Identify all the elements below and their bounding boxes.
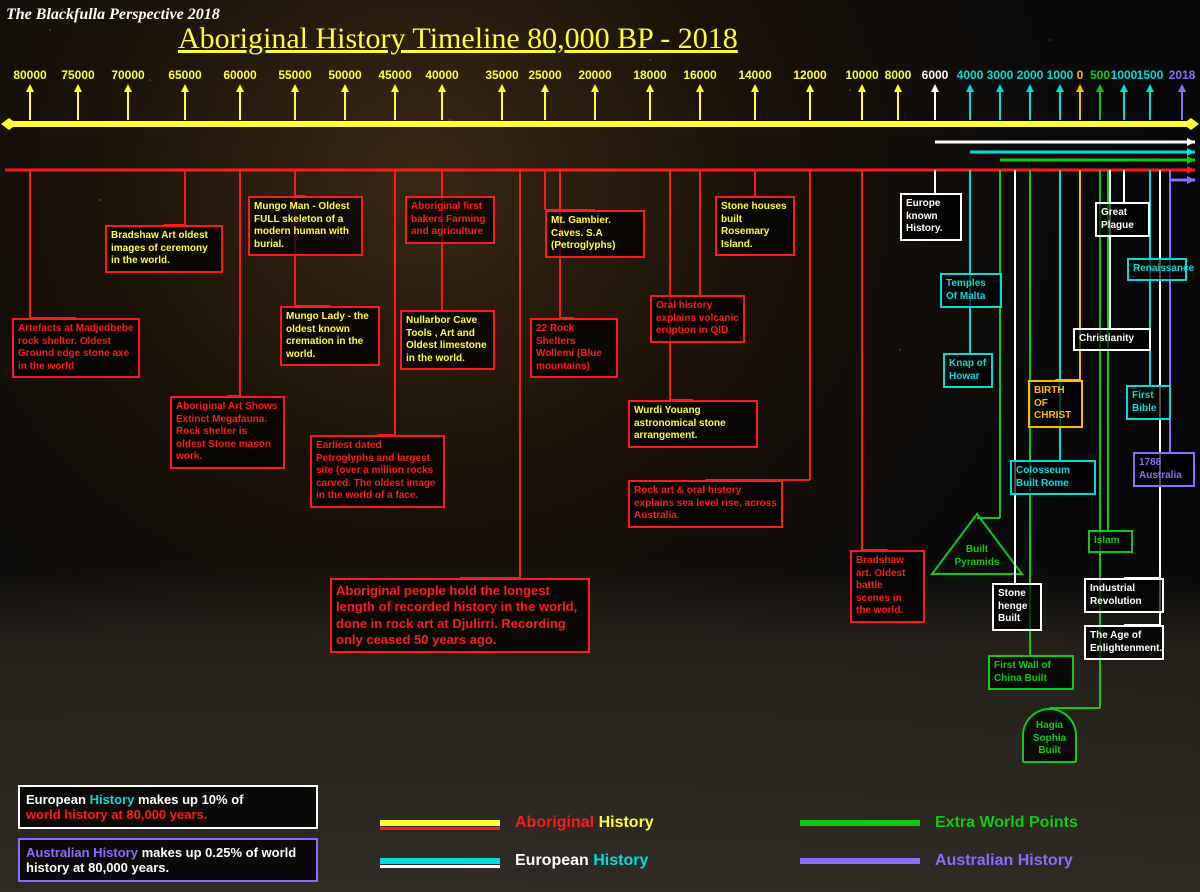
event-box: Mt. Gambier. Caves. S.A (Petroglyphs) [545, 210, 645, 258]
event-box: Wurdi Youang astronomical stone arrangem… [628, 400, 758, 448]
tick-label: 2018 [1169, 68, 1196, 82]
legend-line [380, 858, 500, 864]
legend-label: European History [515, 852, 648, 870]
event-box: BIRTH OF CHRIST [1028, 380, 1083, 428]
tick-label: 6000 [922, 68, 949, 82]
tick-label: 16000 [683, 68, 716, 82]
event-box: Mungo Lady - the oldest known cremation … [280, 306, 380, 366]
event-box: Built Pyramids [938, 518, 1016, 573]
event-box: Rock art & oral history explains sea lev… [628, 480, 783, 528]
event-box: Mungo Man - Oldest FULL skeleton of a mo… [248, 196, 363, 256]
event-box: 22 Rock Shelters Wollemi (Blue mountains… [530, 318, 618, 378]
tick-label: 40000 [425, 68, 458, 82]
legend-line [380, 820, 500, 826]
tick-label: 1000 [1111, 68, 1138, 82]
tick-label: 500 [1090, 68, 1110, 82]
tick-label: 20000 [578, 68, 611, 82]
event-box: Islam [1088, 530, 1133, 553]
tick-label: 4000 [957, 68, 984, 82]
tick-label: 14000 [738, 68, 771, 82]
tick-label: 55000 [278, 68, 311, 82]
event-box: 1788 Australia [1133, 452, 1195, 487]
tick-label: 80000 [13, 68, 46, 82]
legend-line [800, 858, 920, 864]
event-box: Temples Of Malta [940, 273, 1002, 308]
tick-label: 45000 [378, 68, 411, 82]
timeline-root: The Blackfulla Perspective 2018 Aborigin… [0, 0, 1200, 892]
event-box: The Age of Enlightenment. [1084, 625, 1164, 660]
legend-label: Australian History [935, 852, 1073, 870]
legend-label: Aboriginal History [515, 814, 654, 832]
event-box: Stone houses built Rosemary Island. [715, 196, 795, 256]
tick-label: 35000 [485, 68, 518, 82]
tick-label: 3000 [987, 68, 1014, 82]
event-box: Aboriginal people hold the longest lengt… [330, 578, 590, 653]
tick-label: 50000 [328, 68, 361, 82]
event-box: Aboriginal Art Shows Extinct Megafauna. … [170, 396, 285, 469]
event-box: Europe known History. [900, 193, 962, 241]
event-box: Bradshaw Art oldest images of ceremony i… [105, 225, 223, 273]
tick-label: 0 [1077, 68, 1084, 82]
event-box: First Bible [1126, 385, 1171, 420]
event-box: Aboriginal first bakers Farming and agri… [405, 196, 495, 244]
tick-label: 8000 [885, 68, 912, 82]
tick-label: 25000 [528, 68, 561, 82]
legend-label: Extra World Points [935, 814, 1078, 832]
tick-label: 75000 [61, 68, 94, 82]
tick-label: 2000 [1017, 68, 1044, 82]
tick-label: 70000 [111, 68, 144, 82]
event-box: Artefacts at Madjedbebe rock shelter. Ol… [12, 318, 140, 378]
event-box: Knap of Howar [943, 353, 993, 388]
event-box: Renaissance [1127, 258, 1187, 281]
event-box: Stone henge Built [992, 583, 1042, 631]
event-box: Bradshaw art. Oldest battle scenes in th… [850, 550, 925, 623]
legend-note: European History makes up 10% of world h… [18, 785, 318, 829]
legend-note: Australian History makes up 0.25% of wor… [18, 838, 318, 882]
event-box: Earliest dated Petroglyphs and largest s… [310, 435, 445, 508]
tick-label: 1500 [1137, 68, 1164, 82]
event-box: First Wall of China Built [988, 655, 1074, 690]
tick-label: 1000 [1047, 68, 1074, 82]
event-box: Great Plague [1095, 202, 1150, 237]
tick-label: 65000 [168, 68, 201, 82]
event-box: Christianity [1073, 328, 1151, 351]
event-box: Colosseum Built Rome [1010, 460, 1096, 495]
tick-label: 12000 [793, 68, 826, 82]
tick-label: 10000 [845, 68, 878, 82]
legend-line [800, 820, 920, 826]
event-box: Oral history explains volcanic eruption … [650, 295, 745, 343]
tick-label: 18000 [633, 68, 666, 82]
event-box: Hagia Sophia Built [1022, 708, 1077, 763]
event-box: Nullarbor Cave Tools , Art and Oldest li… [400, 310, 495, 370]
tick-label: 60000 [223, 68, 256, 82]
event-box: Industrial Revolution [1084, 578, 1164, 613]
